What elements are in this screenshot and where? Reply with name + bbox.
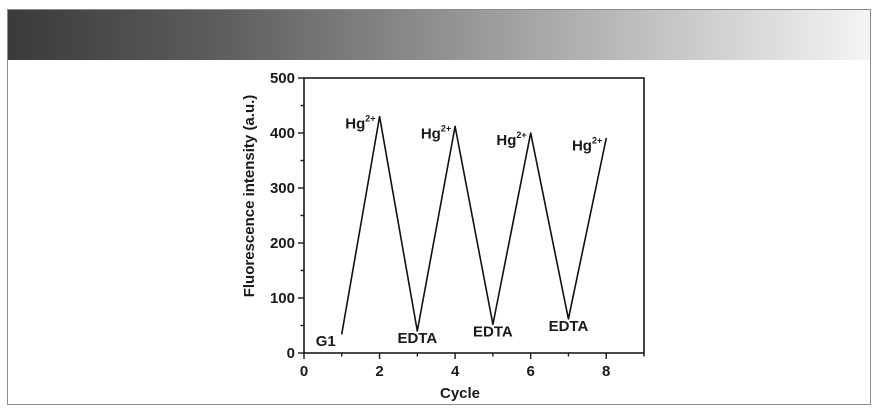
- y-tick-label: 0: [287, 345, 295, 362]
- data-point: [378, 115, 381, 118]
- point-annotation: EDTA: [473, 323, 513, 340]
- point-annotation: EDTA: [549, 318, 589, 335]
- data-point: [416, 330, 419, 332]
- data-point: [340, 332, 343, 335]
- data-point: [605, 137, 608, 140]
- y-tick-label: 300: [270, 180, 295, 197]
- x-tick-label: 6: [526, 363, 534, 380]
- x-tick-label: 4: [451, 363, 460, 380]
- x-tick-label: 2: [375, 363, 383, 380]
- x-axis-title: Cycle: [440, 385, 480, 402]
- data-point: [567, 318, 570, 320]
- data-point: [454, 125, 456, 128]
- y-axis-title: Fluorescence intensity (a.u.): [241, 95, 258, 298]
- x-tick-label: 8: [602, 363, 610, 380]
- point-annotation: Hg2+: [496, 130, 526, 149]
- y-tick-label: 100: [270, 290, 295, 307]
- y-tick-label: 500: [270, 70, 295, 87]
- series-line: [341, 116, 607, 334]
- point-annotation: G1: [316, 333, 336, 350]
- data-point: [492, 323, 494, 326]
- header-gradient-band: [8, 10, 870, 60]
- x-tick-label: 0: [300, 363, 308, 380]
- point-annotation: Hg2+: [345, 114, 375, 133]
- y-tick-label: 400: [270, 125, 295, 142]
- y-tick-label: 200: [270, 235, 295, 252]
- series: [340, 115, 608, 335]
- fluorescence-cycle-chart: 0 100 200 300 400 500 0 2 4 6 8 G1 Hg2+ EDTA Hg2+ EDTA…: [241, 70, 645, 402]
- ticks: 0 100 200 300 400 500 0 2 4 6 8: [270, 70, 645, 380]
- figure-frame: 0 100 200 300 400 500 0 2 4 6 8 G1 Hg2+ EDTA Hg2+ EDTA…: [7, 9, 871, 405]
- point-annotation: Hg2+: [421, 123, 451, 142]
- data-point: [529, 132, 532, 134]
- point-annotation: Hg2+: [572, 136, 602, 155]
- point-annotation: EDTA: [397, 330, 437, 347]
